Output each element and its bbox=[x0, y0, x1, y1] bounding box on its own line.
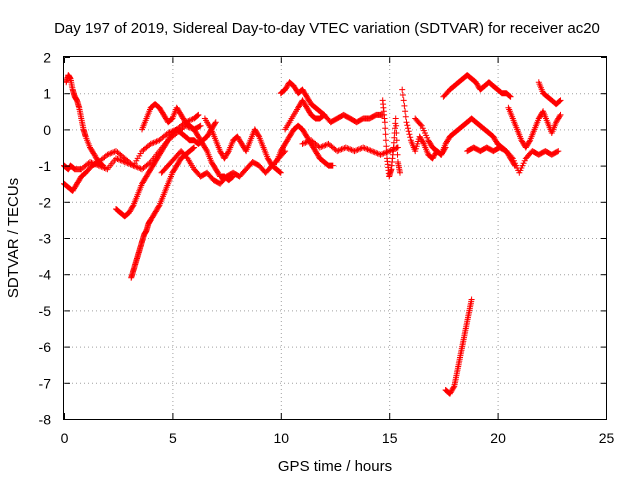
x-tick-label: 5 bbox=[169, 430, 177, 446]
x-axis-label: GPS time / hours bbox=[278, 458, 392, 475]
series-arc-14 bbox=[399, 86, 449, 162]
chart-title: Day 197 of 2019, Sidereal Day-to-day VTE… bbox=[54, 20, 600, 37]
y-tick-label: 0 bbox=[43, 122, 51, 138]
x-tick-label: 15 bbox=[382, 430, 398, 446]
y-tick-label: -7 bbox=[39, 375, 52, 391]
y-tick-label: -6 bbox=[39, 339, 52, 355]
x-tick-label: 25 bbox=[599, 430, 615, 446]
series-arc-19 bbox=[535, 79, 564, 108]
series-arc-9 bbox=[277, 79, 328, 118]
data-point-markers bbox=[277, 79, 328, 118]
data-point-markers bbox=[128, 144, 198, 281]
data-point-markers bbox=[442, 296, 475, 397]
y-tick-label: 1 bbox=[43, 86, 51, 102]
series-arc-15 bbox=[412, 115, 518, 169]
data-point-markers bbox=[63, 72, 106, 169]
data-point-markers bbox=[399, 86, 449, 162]
y-tick-label: -2 bbox=[39, 194, 52, 210]
series-arc-4 bbox=[113, 119, 219, 220]
data-point-markers bbox=[505, 104, 564, 151]
series-arc-3 bbox=[63, 72, 106, 169]
x-tick-label: 0 bbox=[61, 430, 69, 446]
series-arc-11 bbox=[282, 97, 386, 133]
data-point-markers bbox=[412, 115, 518, 169]
series-arc-20 bbox=[442, 296, 475, 397]
data-point-markers bbox=[201, 115, 284, 176]
data-point-markers bbox=[282, 97, 386, 133]
data-points bbox=[61, 72, 564, 397]
y-axis-label: SDTVAR / TECUs bbox=[5, 178, 22, 298]
data-point-markers bbox=[464, 144, 562, 176]
data-point-markers bbox=[379, 97, 403, 180]
series-arc-16 bbox=[440, 72, 514, 100]
y-tick-label: -5 bbox=[39, 303, 52, 319]
y-tick-label: 2 bbox=[43, 50, 51, 66]
y-tick-label: -8 bbox=[39, 412, 52, 428]
series-arc-10 bbox=[273, 122, 336, 169]
series-arc-5 bbox=[128, 144, 198, 281]
y-tick-labels: 2 1 0 -1 -2 -3 -4 -5 -6 -7 -8 bbox=[39, 50, 52, 428]
x-tick-label: 10 bbox=[274, 430, 290, 446]
x-tick-labels: 0 5 10 15 20 25 bbox=[61, 430, 615, 446]
data-point-markers bbox=[113, 119, 219, 220]
series-arc-18 bbox=[505, 104, 564, 151]
data-point-markers bbox=[139, 101, 237, 184]
axis-ticks bbox=[64, 57, 607, 420]
data-point-markers bbox=[440, 72, 514, 100]
series-arc-12 bbox=[299, 137, 401, 158]
data-point-markers bbox=[273, 122, 336, 169]
y-tick-label: -3 bbox=[39, 231, 52, 247]
y-tick-label: -1 bbox=[39, 158, 52, 174]
series-arc-6 bbox=[139, 101, 237, 184]
data-point-markers bbox=[535, 79, 564, 108]
series-arc-17 bbox=[464, 144, 562, 176]
series-arc-8 bbox=[201, 115, 284, 176]
series-arc-13 bbox=[379, 97, 403, 180]
y-tick-label: -4 bbox=[39, 267, 52, 283]
data-point-markers bbox=[299, 137, 401, 158]
x-tick-label: 20 bbox=[490, 430, 506, 446]
